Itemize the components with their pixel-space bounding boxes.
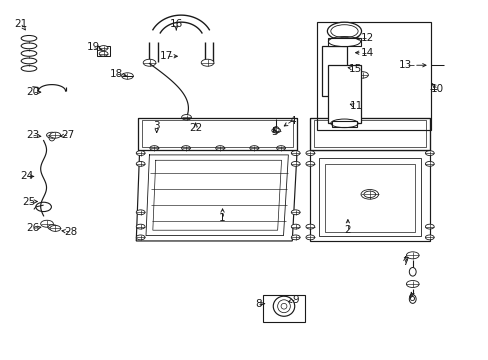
Bar xyxy=(331,121,356,127)
Ellipse shape xyxy=(99,51,108,56)
Text: 10: 10 xyxy=(429,84,443,94)
Text: 27: 27 xyxy=(61,130,75,140)
Text: 13: 13 xyxy=(398,60,411,70)
Ellipse shape xyxy=(150,146,158,150)
Bar xyxy=(328,65,360,123)
Text: 28: 28 xyxy=(63,227,77,237)
Ellipse shape xyxy=(201,59,213,66)
Ellipse shape xyxy=(408,267,415,276)
Ellipse shape xyxy=(360,189,378,199)
Text: 12: 12 xyxy=(360,33,373,43)
Text: 1: 1 xyxy=(219,213,225,222)
Ellipse shape xyxy=(181,114,191,120)
Text: 8: 8 xyxy=(254,299,261,309)
Text: 18: 18 xyxy=(109,69,122,79)
Text: 25: 25 xyxy=(22,197,36,207)
Ellipse shape xyxy=(136,161,145,166)
Ellipse shape xyxy=(291,151,300,156)
Ellipse shape xyxy=(249,146,258,150)
Ellipse shape xyxy=(143,59,156,66)
Bar xyxy=(310,118,429,149)
Ellipse shape xyxy=(305,224,314,229)
Text: 26: 26 xyxy=(27,224,40,233)
Ellipse shape xyxy=(181,146,190,150)
Bar xyxy=(316,22,430,130)
Ellipse shape xyxy=(136,235,145,240)
Polygon shape xyxy=(138,118,296,149)
Ellipse shape xyxy=(425,161,433,166)
Ellipse shape xyxy=(41,220,53,227)
Text: 7: 7 xyxy=(401,257,408,267)
Ellipse shape xyxy=(363,191,375,198)
Text: 15: 15 xyxy=(348,64,362,74)
Ellipse shape xyxy=(305,235,314,240)
Ellipse shape xyxy=(305,151,314,156)
Bar xyxy=(142,120,292,147)
Text: 11: 11 xyxy=(349,102,363,112)
Ellipse shape xyxy=(50,132,61,138)
Bar xyxy=(319,158,420,235)
Ellipse shape xyxy=(291,161,300,166)
Text: 6: 6 xyxy=(407,293,414,303)
Bar xyxy=(321,45,346,96)
Bar xyxy=(314,120,425,147)
Ellipse shape xyxy=(46,132,57,138)
Ellipse shape xyxy=(425,224,433,229)
Bar xyxy=(310,118,429,149)
Ellipse shape xyxy=(291,235,300,240)
Text: 4: 4 xyxy=(288,116,295,126)
Text: 3: 3 xyxy=(153,121,160,131)
Ellipse shape xyxy=(305,161,314,166)
Ellipse shape xyxy=(291,224,300,229)
Text: 16: 16 xyxy=(169,19,183,29)
Ellipse shape xyxy=(99,46,108,50)
Text: 22: 22 xyxy=(189,123,202,133)
Ellipse shape xyxy=(276,146,285,150)
Bar xyxy=(97,45,110,56)
Bar xyxy=(138,118,296,149)
Text: 19: 19 xyxy=(86,42,100,52)
Ellipse shape xyxy=(356,72,367,78)
Text: 14: 14 xyxy=(360,48,373,58)
Bar xyxy=(325,164,414,232)
Ellipse shape xyxy=(136,210,145,215)
Ellipse shape xyxy=(425,235,433,240)
Ellipse shape xyxy=(273,296,294,316)
Ellipse shape xyxy=(291,210,300,215)
Polygon shape xyxy=(136,149,297,241)
Text: 17: 17 xyxy=(160,51,173,61)
Text: 23: 23 xyxy=(26,130,39,140)
Text: 9: 9 xyxy=(291,295,298,305)
Bar xyxy=(262,295,305,321)
Ellipse shape xyxy=(425,151,433,156)
Text: 2: 2 xyxy=(344,225,350,235)
Ellipse shape xyxy=(122,73,133,79)
Ellipse shape xyxy=(408,295,415,303)
Ellipse shape xyxy=(406,280,418,288)
Ellipse shape xyxy=(48,225,58,230)
Ellipse shape xyxy=(406,252,418,259)
Text: 24: 24 xyxy=(20,171,33,181)
Ellipse shape xyxy=(136,224,145,229)
Text: 21: 21 xyxy=(15,19,28,29)
Ellipse shape xyxy=(215,146,224,150)
Ellipse shape xyxy=(271,128,280,133)
Ellipse shape xyxy=(327,22,361,40)
Polygon shape xyxy=(310,149,429,241)
Text: 5: 5 xyxy=(271,127,278,136)
Ellipse shape xyxy=(50,225,61,231)
Text: 20: 20 xyxy=(26,87,39,97)
Ellipse shape xyxy=(136,151,145,156)
Bar xyxy=(328,38,360,45)
